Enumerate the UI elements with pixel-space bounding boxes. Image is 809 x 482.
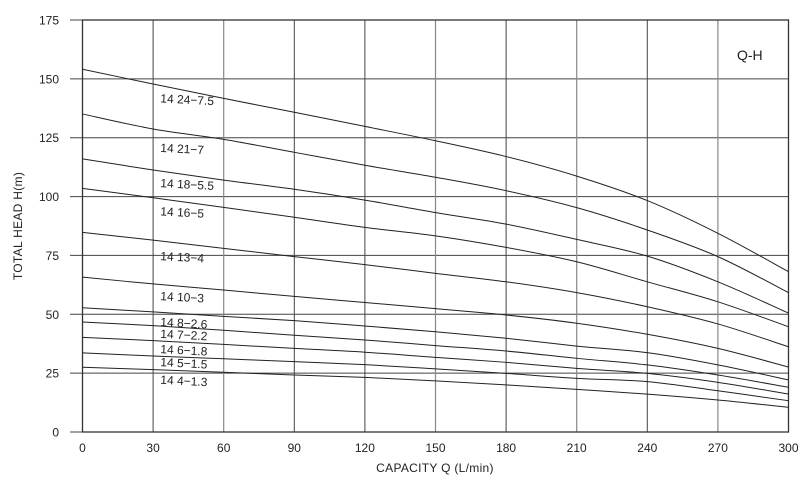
x-tick-label: 180 bbox=[496, 441, 516, 455]
curve-14-8-2.6 bbox=[82, 307, 789, 381]
curve-label: 14 16−5 bbox=[160, 204, 205, 220]
y-tick-label: 25 bbox=[46, 367, 60, 381]
y-tick-label: 0 bbox=[52, 426, 59, 440]
curve-14-21-7 bbox=[82, 113, 789, 294]
x-tick-label: 90 bbox=[288, 441, 302, 455]
chart-title: Q-H bbox=[737, 47, 763, 63]
curve-14-18-5.5 bbox=[82, 158, 789, 314]
plot-frame bbox=[81, 19, 790, 433]
x-tick-label: 210 bbox=[567, 441, 587, 455]
curve-14-5-1.5 bbox=[82, 352, 789, 402]
curve-label: 14 6−1.8 bbox=[160, 342, 208, 358]
curve-14-13-4 bbox=[82, 231, 789, 348]
curve-label: 14 10−3 bbox=[160, 289, 205, 305]
x-tick-label: 0 bbox=[79, 441, 86, 455]
curve-label: 14 13−4 bbox=[160, 249, 205, 265]
x-tick-label: 150 bbox=[425, 441, 445, 455]
curve-label: 14 4−1.3 bbox=[160, 373, 208, 389]
curve-label: 14 7−2.2 bbox=[160, 327, 208, 343]
x-tick-label: 240 bbox=[637, 441, 657, 455]
curve-14-10-3 bbox=[82, 276, 789, 368]
curve-label: 14 18−5.5 bbox=[160, 176, 215, 193]
x-tick-label: 300 bbox=[778, 441, 798, 455]
x-tick-label: 270 bbox=[708, 441, 728, 455]
y-axis-ticks: 0 25 50 75 100 125 150 175 bbox=[39, 14, 59, 440]
y-axis-title: TOTAL HEAD H(m) bbox=[11, 172, 25, 280]
y-tick-label: 125 bbox=[39, 131, 59, 145]
x-tick-label: 120 bbox=[355, 441, 375, 455]
y-tick-label: 75 bbox=[46, 249, 60, 263]
curve-label: 14 8−2.6 bbox=[160, 315, 208, 331]
curve-labels: 14 24−7.5 14 21−7 14 18−5.5 14 16−5 14 13−4 1… bbox=[160, 91, 215, 389]
x-axis-title: CAPACITY Q (L/min) bbox=[376, 461, 494, 475]
curve-14-16-5 bbox=[82, 187, 789, 328]
curve-14-6-1.8 bbox=[82, 336, 789, 395]
curve-label: 14 21−7 bbox=[160, 141, 205, 157]
curve-14-7-2.2 bbox=[82, 321, 789, 388]
y-tick-label: 100 bbox=[39, 190, 59, 204]
curve-label: 14 24−7.5 bbox=[160, 91, 215, 108]
y-tick-label: 150 bbox=[39, 72, 59, 86]
curve-14-24-7.5 bbox=[82, 68, 789, 273]
x-axis-ticks: 0 30 60 90 120 150 180 210 240 270 300 bbox=[79, 441, 799, 455]
grid bbox=[70, 19, 790, 433]
performance-curves bbox=[82, 68, 789, 408]
x-tick-label: 60 bbox=[217, 441, 231, 455]
curve-14-4-1.3 bbox=[82, 366, 789, 408]
y-tick-label: 50 bbox=[46, 308, 60, 322]
curve-label: 14 5−1.5 bbox=[160, 355, 208, 371]
x-tick-label: 30 bbox=[146, 441, 160, 455]
y-tick-label: 175 bbox=[39, 14, 59, 28]
